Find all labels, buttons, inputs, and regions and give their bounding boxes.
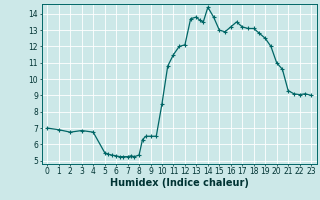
X-axis label: Humidex (Indice chaleur): Humidex (Indice chaleur) — [110, 178, 249, 188]
